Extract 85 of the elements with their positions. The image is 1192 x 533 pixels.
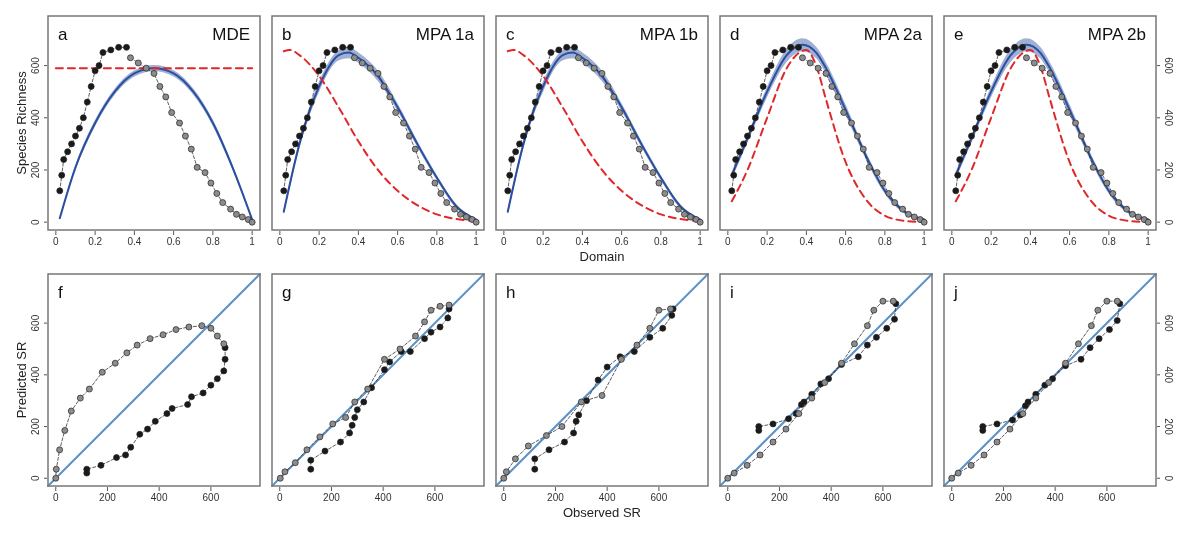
annotation: i — [730, 283, 734, 302]
annotation: f — [58, 283, 63, 302]
y-axis-title: Predicted SR — [14, 341, 29, 419]
x-tick-label: 200 — [771, 492, 789, 503]
x-tick-label: 0 — [948, 492, 955, 503]
x-tick-label: 600 — [1098, 492, 1116, 503]
x-tick-label: 0 — [949, 236, 956, 247]
annotation: g — [282, 283, 292, 302]
x-tick-label: 0.4 — [1023, 236, 1038, 247]
y-tick-label: 200 — [30, 417, 41, 435]
x-tick-label: 400 — [150, 492, 168, 503]
x-tick-label: 200 — [547, 492, 565, 503]
x-tick-label: 1 — [249, 236, 256, 247]
x-tick-label: 0 — [276, 492, 283, 503]
y-tick-label: 0 — [1163, 475, 1174, 482]
y-tick-label: 600 — [1163, 57, 1174, 75]
x-tick-label: 0.8 — [205, 236, 221, 247]
x-tick-label: 200 — [99, 492, 117, 503]
x-tick-label: 0.8 — [653, 236, 669, 247]
y-tick-label: 600 — [30, 56, 41, 74]
x-tick-label: 600 — [874, 492, 892, 503]
x-tick-label: 400 — [598, 492, 616, 503]
x-tick-label: 600 — [650, 492, 668, 503]
x-tick-label: 0.2 — [760, 236, 775, 247]
text: MDE — [212, 25, 250, 44]
x-tick-label: 0.8 — [429, 236, 445, 247]
x-tick-label: 400 — [822, 492, 840, 503]
x-tick-label: 0.8 — [1101, 236, 1117, 247]
annotation: h — [506, 283, 516, 302]
x-tick-label: 0.6 — [1062, 236, 1078, 247]
x-tick-label: 0.2 — [88, 236, 103, 247]
y-axis-title: Species Richness — [14, 70, 29, 175]
text: MPA 1b — [639, 25, 698, 44]
y-tick-label: 400 — [1163, 366, 1174, 384]
y-tick-label: 200 — [30, 161, 41, 179]
x-tick-label: 400 — [374, 492, 392, 503]
annotation: a — [58, 25, 68, 44]
x-tick-label: 0 — [277, 236, 284, 247]
y-tick-label: 200 — [1163, 418, 1174, 436]
annotation: e — [954, 25, 964, 44]
x-tick-label: 0 — [501, 236, 508, 247]
x-tick-label: 1 — [1145, 236, 1152, 247]
x-tick-label: 0.6 — [838, 236, 854, 247]
text: MPA 2b — [1087, 25, 1146, 44]
text: MPA 2a — [863, 25, 923, 44]
x-tick-label: 0 — [500, 492, 507, 503]
y-tick-label: 400 — [1163, 109, 1174, 127]
x-tick-label: 1 — [697, 236, 704, 247]
x-tick-label: 0 — [725, 236, 732, 247]
text: MPA 1a — [415, 25, 475, 44]
x-tick-label: 0 — [724, 492, 731, 503]
x-tick-label: 0.6 — [614, 236, 630, 247]
annotation: j — [953, 283, 958, 302]
x-tick-label: 200 — [323, 492, 341, 503]
y-tick-label: 0 — [1163, 219, 1174, 226]
y-tick-label: 200 — [1163, 161, 1174, 179]
x-tick-label: 0 — [52, 492, 59, 503]
x-tick-label: 0.4 — [799, 236, 814, 247]
y-tick-label: 600 — [30, 314, 41, 332]
x-axis-title: Domain — [579, 249, 625, 264]
annotation: c — [506, 25, 515, 44]
x-tick-label: 0.2 — [984, 236, 999, 247]
x-tick-label: 600 — [202, 492, 220, 503]
y-tick-label: 0 — [30, 218, 41, 225]
x-tick-label: 0.2 — [312, 236, 327, 247]
x-tick-label: 200 — [995, 492, 1013, 503]
x-tick-label: 0.4 — [127, 236, 142, 247]
x-tick-label: 1 — [921, 236, 928, 247]
x-tick-label: 400 — [1046, 492, 1064, 503]
x-tick-label: 0.4 — [351, 236, 366, 247]
annotation: d — [730, 25, 740, 44]
x-tick-label: 0.6 — [390, 236, 406, 247]
x-tick-label: 1 — [473, 236, 480, 247]
x-tick-label: 0.8 — [877, 236, 893, 247]
x-axis-title: Observed SR — [562, 505, 642, 520]
x-tick-label: 600 — [426, 492, 444, 503]
y-tick-label: 400 — [30, 109, 41, 127]
y-tick-label: 0 — [30, 475, 41, 482]
annotation: b — [282, 25, 292, 44]
x-tick-label: 0 — [53, 236, 60, 247]
y-tick-label: 600 — [1163, 314, 1174, 332]
x-tick-label: 0.2 — [536, 236, 551, 247]
y-tick-label: 400 — [30, 366, 41, 384]
x-tick-label: 0.6 — [166, 236, 182, 247]
x-tick-label: 0.4 — [575, 236, 590, 247]
